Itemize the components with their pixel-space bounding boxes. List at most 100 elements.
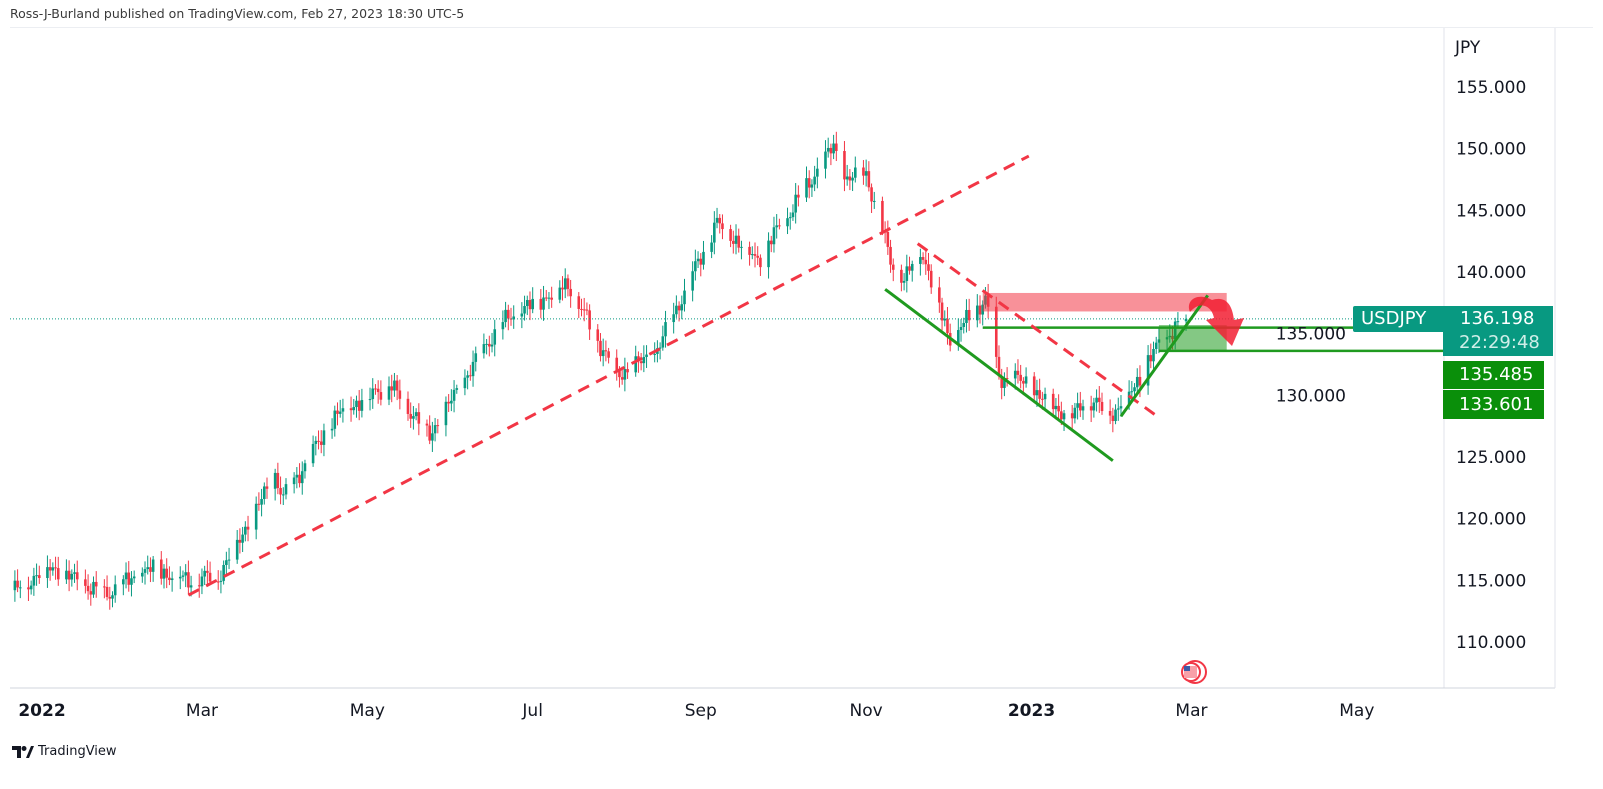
price-tick-label: 135.000 [1276, 325, 1346, 345]
candle-body [428, 425, 431, 441]
candle-body [845, 176, 849, 180]
candle-body [778, 225, 781, 227]
candle-body [699, 258, 703, 265]
candle-body [1135, 376, 1139, 388]
candle-body [469, 375, 472, 377]
price-tick-label: 140.000 [1456, 263, 1526, 283]
candle-body [824, 151, 827, 169]
candle-body [620, 377, 624, 380]
candle-body [683, 290, 686, 305]
candle-body [680, 304, 684, 311]
candle-body [921, 257, 925, 260]
curved-down-arrow-icon [1188, 296, 1244, 346]
candle-body [200, 576, 204, 587]
candle-body [86, 585, 90, 592]
candle-body [219, 580, 223, 582]
candle-body [257, 503, 261, 505]
candle-body [111, 595, 114, 599]
candle-body [759, 257, 762, 268]
candle-body [168, 577, 171, 581]
candle-body [1176, 321, 1180, 323]
candle-body [355, 400, 358, 408]
candle-body [75, 572, 79, 580]
candle-body [29, 585, 33, 590]
candle-body [769, 240, 773, 245]
candle-body [547, 297, 551, 299]
candle-body [298, 474, 301, 484]
price-tick-label: 155.000 [1456, 78, 1526, 98]
candle-body [387, 386, 391, 400]
candle-body [27, 587, 30, 590]
candle-body [1051, 393, 1055, 410]
candle-body [718, 217, 722, 224]
candle-body [563, 278, 567, 290]
candle-body [493, 329, 497, 345]
candle-body [902, 280, 906, 283]
candle-body [506, 309, 510, 319]
candle-body [311, 443, 315, 464]
tradingview-logo[interactable]: TradingView [12, 744, 117, 759]
candle-body [398, 390, 402, 399]
candle-body [452, 389, 456, 401]
candle-body [13, 580, 17, 591]
candle-body [1097, 397, 1101, 402]
candle-body [713, 222, 716, 243]
candle-body [113, 584, 117, 596]
candle-body [127, 572, 131, 585]
candle-body [265, 486, 269, 489]
candle-body [558, 287, 562, 300]
candle-body [740, 246, 743, 248]
candle-body [1035, 390, 1039, 396]
candle-body [734, 235, 738, 244]
candle-body [447, 401, 450, 404]
candle-body [178, 576, 182, 579]
candle-body [46, 567, 49, 579]
time-tick-label: Sep [685, 701, 717, 721]
candle-body [181, 575, 185, 577]
candle-body [639, 361, 643, 364]
candle-body [1092, 402, 1096, 411]
candle-body [412, 416, 415, 419]
candle-body [227, 559, 231, 561]
candle-body [1146, 355, 1150, 386]
candle-body [1043, 393, 1047, 400]
candle-body [794, 194, 797, 213]
candle-body [867, 171, 871, 188]
candle-body [371, 388, 375, 400]
candle-body [1022, 380, 1025, 384]
candle-body [750, 254, 754, 256]
candle-body [544, 297, 548, 299]
candle-body [281, 494, 285, 496]
candle-body [162, 568, 166, 579]
candle-body [317, 440, 320, 442]
candle-body [975, 305, 979, 321]
candle-body [485, 343, 488, 345]
candle-body [531, 298, 534, 310]
candle-body [851, 177, 854, 181]
candle-body [940, 302, 944, 321]
candle-body [395, 380, 399, 391]
candle-body [1005, 378, 1009, 380]
candle-body [374, 388, 377, 390]
candle-body [70, 573, 74, 580]
candle-body [1095, 397, 1098, 403]
candle-body [1000, 376, 1003, 388]
candle-body [65, 570, 68, 580]
candle-body [539, 298, 543, 310]
candle-body [908, 266, 911, 271]
candle-body [664, 322, 667, 337]
candle-body [962, 322, 966, 327]
candle-body [599, 340, 602, 357]
time-tick-label: 2022 [18, 701, 65, 721]
candle-body [919, 257, 922, 264]
us-flag-icon[interactable] [1181, 660, 1207, 684]
candle-body [721, 223, 724, 230]
candle-body [1154, 342, 1158, 349]
candle-body [1016, 370, 1020, 375]
candle-body [105, 586, 109, 597]
candle-body [35, 575, 38, 577]
candle-body [187, 572, 190, 588]
candle-body [596, 329, 600, 341]
candle-body [702, 251, 705, 265]
